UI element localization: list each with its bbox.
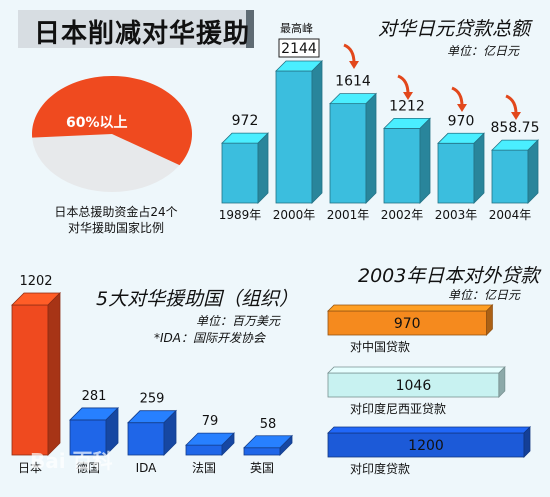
donor-value-label-1: 281 — [82, 389, 107, 404]
donor-category-label-0: 日本 — [18, 461, 42, 475]
down-arrow-icon — [451, 86, 464, 107]
donor-bar-3 — [185, 432, 235, 456]
loan-value-label-5: 858.75 — [491, 120, 540, 136]
loan-bar-0 — [221, 132, 269, 204]
down-arrow-head-icon — [349, 61, 359, 69]
loan-value-label-4: 970 — [448, 113, 475, 129]
pie-caption: 日本总援助资金占24个 对华援助国家比例 — [24, 204, 208, 236]
foreign-loan-chart-title: 2003年日本对外贷款 — [358, 265, 540, 287]
pie-caption-line2: 对华援助国家比例 — [67, 221, 164, 235]
donor-bar-1 — [69, 406, 119, 456]
watermark: Bai 百科 — [30, 449, 113, 473]
donor-chart-unit: 单位：百万美元 — [196, 314, 281, 328]
loan-bar-2 — [329, 92, 377, 204]
loan-bar-3 — [383, 117, 431, 204]
donor-bar-2 — [127, 409, 177, 456]
loan-value-label-2: 1614 — [335, 74, 371, 90]
loan-value-label-0: 972 — [232, 113, 259, 129]
loan-category-label-3: 2002年 — [381, 208, 424, 222]
donor-value-label-0: 1202 — [19, 274, 52, 289]
pie-slice-japan — [31, 76, 192, 166]
foreign-loan-value-label-0: 970 — [394, 316, 421, 332]
peak-annotation: 最高峰 — [280, 22, 313, 35]
foreign-loan-bar-1 — [327, 366, 506, 398]
ida-note: *IDA：国际开发协会 — [154, 331, 265, 345]
donor-bar-0 — [11, 292, 61, 456]
loan-bar-5 — [491, 139, 539, 204]
foreign-loan-bar-2 — [327, 426, 531, 458]
donor-chart-title: 5大对华援助国（组织） — [96, 288, 299, 310]
pie-caption-line1: 日本总援助资金占24个 — [54, 205, 178, 219]
loan-value-label-3: 1212 — [389, 98, 425, 114]
loan-bar-1 — [275, 60, 323, 204]
down-arrow-icon — [397, 74, 410, 95]
foreign-loan-category-label-1: 对印度尼西亚贷款 — [350, 401, 446, 416]
donor-value-label-3: 79 — [202, 414, 219, 429]
foreign-loan-bar-0 — [327, 304, 494, 336]
donor-category-label-1: 德国 — [76, 460, 100, 475]
donor-value-label-4: 58 — [260, 417, 277, 432]
title-banner — [18, 10, 254, 48]
down-arrow-head-icon — [457, 104, 467, 112]
down-arrow-head-icon — [403, 92, 413, 100]
loan-bar-4 — [437, 132, 485, 204]
loan-peak-box — [278, 38, 320, 58]
donor-category-label-2: IDA — [136, 461, 158, 475]
down-arrow-icon — [343, 43, 356, 64]
loan-value-label-1: 2144 — [281, 41, 317, 57]
foreign-loan-category-label-0: 对中国贷款 — [350, 339, 410, 354]
donor-value-label-2: 259 — [140, 392, 165, 407]
foreign-loan-value-label-1: 1046 — [396, 378, 432, 394]
loan-category-label-0: 1989年 — [219, 208, 262, 222]
loan-category-label-2: 2001年 — [327, 208, 370, 222]
foreign-loan-chart-unit: 单位：亿日元 — [448, 288, 521, 302]
down-arrow-head-icon — [511, 112, 521, 120]
donor-category-label-3: 法国 — [192, 461, 216, 475]
loan-chart-unit: 单位：亿日元 — [447, 44, 520, 58]
foreign-loan-category-label-2: 对印度贷款 — [350, 461, 410, 476]
donor-bar-4 — [243, 434, 293, 456]
loan-chart-title: 对华日元贷款总额 — [378, 18, 531, 40]
donor-category-label-4: 英国 — [250, 461, 274, 475]
loan-category-label-4: 2003年 — [435, 208, 478, 222]
pie-label: 60%以上 — [66, 115, 128, 131]
foreign-loan-value-label-2: 1200 — [408, 438, 444, 454]
loan-category-label-1: 2000年 — [273, 208, 316, 222]
down-arrow-icon — [505, 94, 518, 115]
loan-category-label-5: 2004年 — [489, 208, 532, 222]
page-title: 日本削减对华援助 — [34, 19, 251, 49]
